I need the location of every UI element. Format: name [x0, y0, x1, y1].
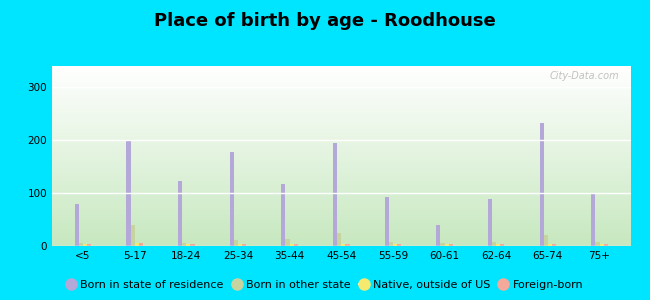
Bar — [436, 225, 441, 246]
Bar — [448, 244, 453, 246]
Bar — [126, 140, 131, 246]
Bar — [393, 244, 397, 246]
Bar — [242, 244, 246, 246]
Bar — [294, 244, 298, 246]
Bar — [544, 236, 548, 246]
Bar — [492, 242, 496, 246]
Legend: Born in state of residence, Born in other state, Native, outside of US, Foreign-: Born in state of residence, Born in othe… — [62, 275, 588, 294]
Bar — [187, 244, 190, 246]
Bar — [131, 225, 135, 246]
Bar — [285, 239, 290, 246]
Bar — [75, 204, 79, 246]
Bar — [592, 193, 595, 246]
Bar — [389, 242, 393, 246]
Bar — [540, 123, 544, 246]
Bar — [496, 244, 500, 246]
Bar — [341, 244, 345, 246]
Bar — [595, 242, 599, 246]
Bar — [139, 243, 143, 246]
Bar — [83, 244, 87, 246]
Bar — [333, 143, 337, 246]
Bar — [290, 244, 294, 246]
Bar — [441, 243, 445, 246]
Bar — [229, 152, 234, 246]
Bar — [182, 243, 187, 246]
Bar — [500, 244, 504, 246]
Bar — [87, 244, 91, 246]
Bar — [190, 244, 194, 246]
Text: City-Data.com: City-Data.com — [549, 71, 619, 81]
Bar — [337, 233, 341, 246]
Bar — [604, 244, 608, 246]
Bar — [488, 200, 492, 246]
Bar — [234, 240, 238, 246]
Bar — [178, 182, 182, 246]
Text: Place of birth by age - Roodhouse: Place of birth by age - Roodhouse — [154, 12, 496, 30]
Bar — [445, 244, 448, 246]
Bar — [281, 184, 285, 246]
Bar — [548, 244, 552, 246]
Bar — [552, 244, 556, 246]
Bar — [135, 243, 139, 246]
Bar — [238, 244, 242, 246]
Bar — [385, 197, 389, 246]
Bar — [345, 244, 350, 246]
Bar — [397, 244, 401, 246]
Bar — [79, 243, 83, 246]
Bar — [599, 244, 604, 246]
